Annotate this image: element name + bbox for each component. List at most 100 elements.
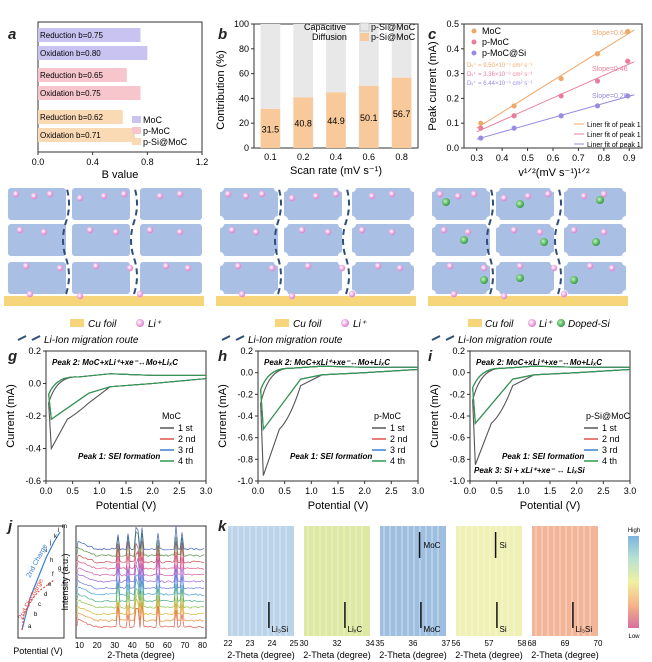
li-ion: [289, 195, 295, 201]
panel-c-xlabel: v¹ᐟ²(mV s⁻¹)¹ᐟ²: [518, 167, 590, 179]
d-value-pmocsi: Dₗᵢ⁺ = 6.44×10⁻⁹ cm² s⁻¹: [467, 80, 532, 87]
x-tick-label: 0.2: [297, 152, 310, 162]
x-tick-label: 24: [268, 639, 277, 648]
doped-si-label: Doped-Si: [568, 319, 610, 330]
y-tick-label: 20: [239, 118, 249, 128]
li-ion: [147, 227, 153, 233]
data-point: [559, 113, 564, 118]
y-tick-label: -0.8: [449, 454, 465, 464]
panel-k-colorbar: High Low: [628, 528, 640, 640]
route-swatch: [222, 336, 244, 340]
diffusion-bar: [293, 24, 313, 97]
x-tick-label: 32: [333, 639, 342, 648]
slope-pmocsi: Slope=0.28: [592, 93, 628, 100]
li-ion: [101, 193, 107, 199]
x-tick-label: 0.4: [330, 152, 343, 162]
y-tick-label: 0.2: [240, 346, 253, 356]
phase-tag: MoC: [424, 541, 441, 550]
y-tick-label: -0.2: [25, 411, 41, 421]
x-tick-label: 34: [366, 639, 375, 648]
pore: [348, 258, 356, 266]
x-tick-label: 0.1: [264, 152, 277, 162]
cv-ylabel: Current (mA): [217, 384, 229, 448]
capacitive-data-label: 56.7: [393, 109, 411, 119]
li-ion: [609, 265, 615, 271]
y-tick-label: 0.3: [446, 69, 459, 79]
li-ion: [517, 263, 523, 269]
x-tick-label: 0.4: [496, 153, 509, 163]
pore: [560, 220, 568, 228]
li-ion: [561, 291, 567, 297]
cycle-legend-label: 2 nd: [178, 434, 196, 444]
x-tick-label: 10: [75, 641, 84, 650]
pore: [348, 184, 356, 192]
li-ion: [31, 193, 37, 199]
doped-si: [540, 238, 548, 246]
pore: [492, 184, 500, 192]
x-tick-label: 0.9: [623, 153, 636, 163]
li-ion: [451, 291, 457, 297]
doped-si: [596, 196, 604, 204]
contour-map: Li₃Si 22 23 24 25 2-Theta (degree): [224, 526, 299, 660]
y-tick-label: -0.6: [25, 476, 41, 486]
legend-dot-pmoc: [472, 40, 477, 45]
cycle-legend-label: 3 rd: [178, 445, 194, 455]
x-tick-label: 2.0: [358, 486, 371, 496]
x-tick-label: 2.5: [597, 486, 610, 496]
panel-i-cv: 0.20.0-0.2-0.4-0.6-0.8-1.00.0 0.5 1.0 1.5 2.…: [429, 346, 636, 512]
li-ion: [185, 265, 191, 271]
pore: [550, 258, 558, 266]
panel-a-xlabel: B value: [102, 169, 139, 180]
cv-ylabel: Current (mA): [5, 384, 17, 448]
li-ion: [471, 191, 477, 197]
li-ion: [325, 229, 331, 235]
x-tick-label: 1.5: [544, 486, 557, 496]
li-ion: [87, 227, 93, 233]
data-point: [595, 103, 600, 108]
cu-foil-layer: [4, 296, 204, 306]
moc-block: [72, 224, 130, 256]
li-ion: [225, 191, 231, 197]
panel-j-xlabel: 2-Theta (degree): [107, 650, 175, 660]
x-tick-label: 0.8: [141, 157, 154, 167]
cv-xlabel: Potential (V): [96, 500, 157, 512]
x-tick-label: 0.3: [470, 153, 483, 163]
pore: [216, 184, 224, 192]
legend-swatch-pmoc: [132, 127, 141, 134]
panel-g-cv: 0.20.0-0.2-0.4-0.60.0 0.5 1.0 1.5 2.0 2.5 3.0P…: [5, 346, 212, 512]
cv-curves-panels: 0.20.0-0.2-0.4-0.60.0 0.5 1.0 1.5 2.0 2.5 3.0P…: [0, 345, 652, 520]
schematic-legend-f: Cu foil Li⁺ Doped-Si Li-Ion migration ro…: [432, 319, 610, 346]
li-ion: [551, 265, 557, 271]
x-tick-label: 0.8: [395, 152, 408, 162]
panel-b-ylabel: Contribution (%): [215, 50, 227, 129]
legend-capacitive: Capacitive: [304, 22, 346, 32]
capacitive-data-label: 31.5: [262, 124, 280, 134]
pore: [622, 258, 630, 266]
pore: [280, 184, 288, 192]
x-tick-label: 1.5: [120, 486, 133, 496]
capacitive-data-label: 50.1: [360, 113, 378, 123]
data-point: [511, 113, 516, 118]
colorbar-high: High: [628, 528, 640, 534]
peak1-annotation: Peak 1: SEI formation: [78, 452, 160, 461]
x-tick-label: 30: [300, 639, 309, 648]
sample-label: MoC: [162, 411, 182, 421]
legend-series-a: p-Si@MoC: [371, 22, 416, 32]
li-ion: [465, 229, 471, 235]
li-ion: [525, 193, 531, 199]
contour-map: LiₓC30 32 342-Theta (degree): [300, 526, 375, 660]
x-tick-label: 0.6: [547, 153, 560, 163]
x-tick-label: 0.0: [252, 486, 265, 496]
data-point: [625, 59, 630, 64]
pore: [622, 184, 630, 192]
y-tick-label: 40: [239, 93, 249, 103]
contour-map: MoCMoC35 36 372-Theta (degree): [376, 526, 451, 660]
schematic-legend-e: Cu foil Li⁺ Li-Ion migration route: [222, 319, 367, 346]
x-tick-label: 1.5: [332, 486, 345, 496]
li-ion: [511, 227, 517, 233]
b-value-bar-label: Oxidation b=0.75: [40, 89, 101, 98]
cycle-legend-label: 4 th: [390, 456, 405, 466]
schematic-f-psimoc: [428, 184, 630, 306]
doped-si: [516, 274, 524, 282]
legend-label-pmoc: p-MoC: [143, 126, 171, 136]
